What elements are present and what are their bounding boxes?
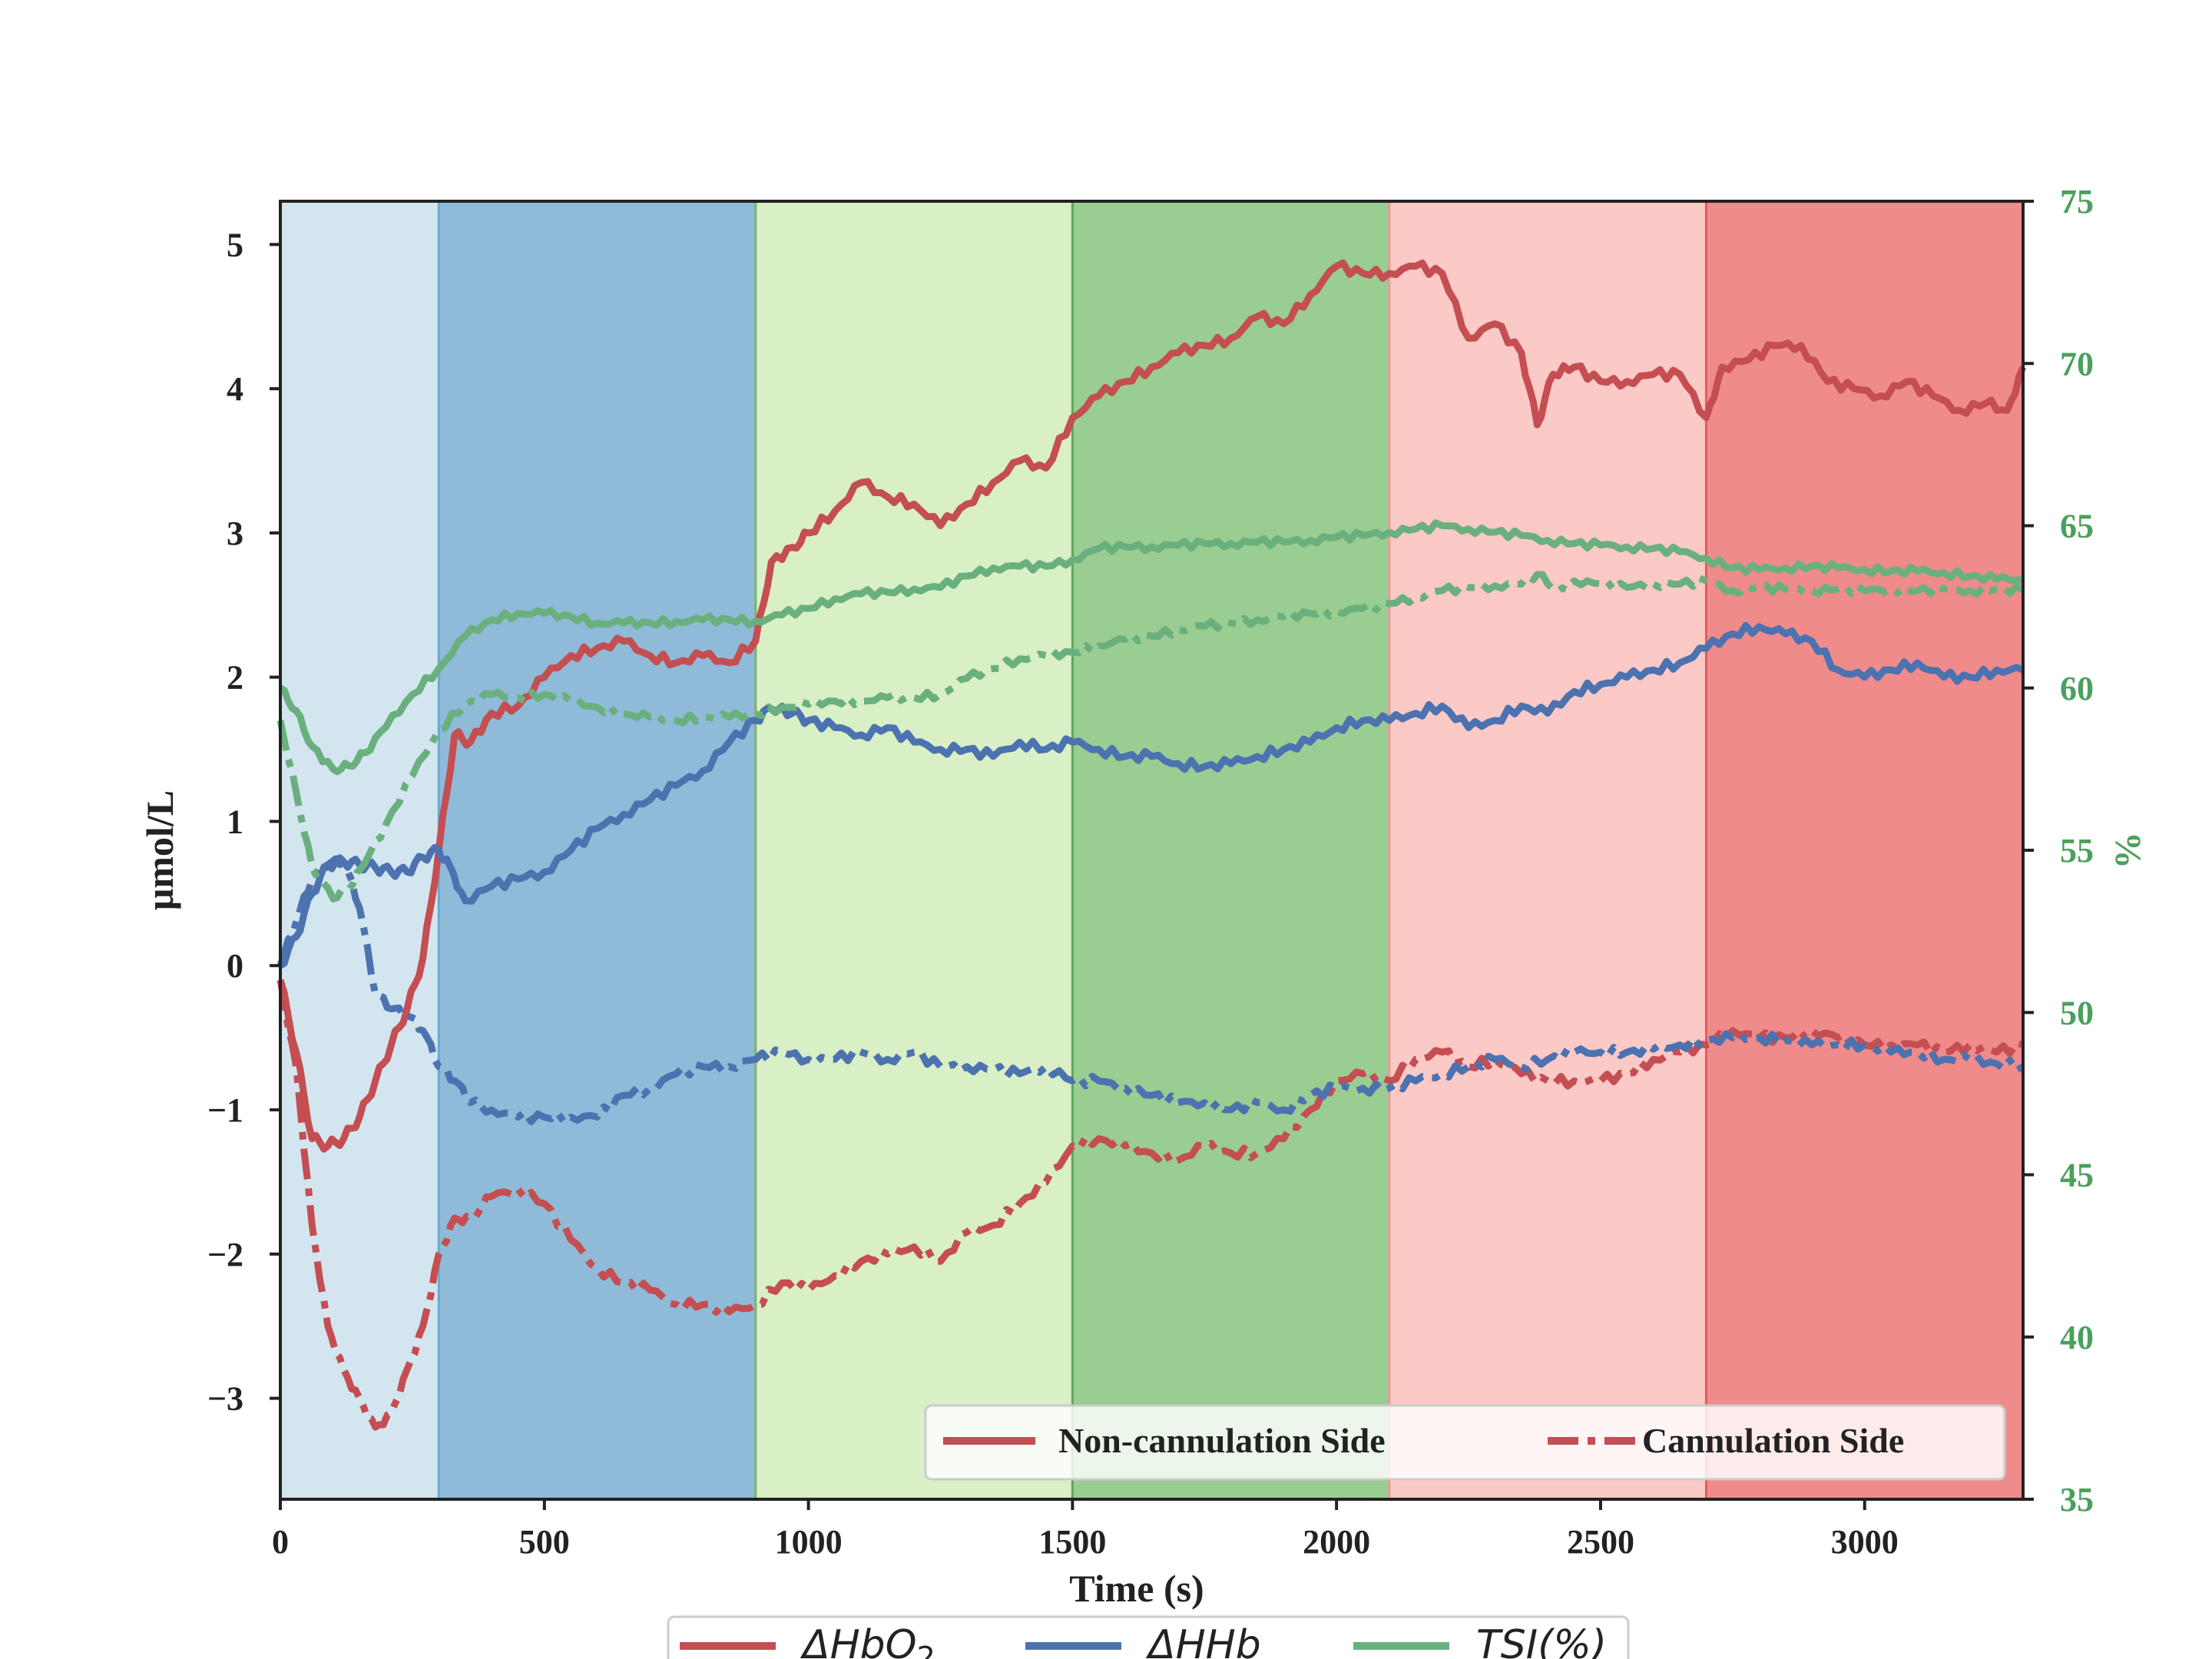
y-right-tick-label: 60 bbox=[2060, 670, 2094, 707]
y-right-tick-label: 75 bbox=[2060, 183, 2094, 220]
y-left-tick-label: −1 bbox=[207, 1091, 243, 1129]
y-left-tick-label: −2 bbox=[207, 1236, 243, 1273]
y-left-tick-label: 0 bbox=[227, 947, 243, 985]
y-left-tick-label: 3 bbox=[227, 515, 243, 552]
y-right-tick-label: 65 bbox=[2060, 508, 2094, 545]
legend-sides-box bbox=[924, 1404, 2006, 1481]
phase-band-4 bbox=[1072, 201, 1389, 1499]
tick-labels: 0 500 1000 1500 2000 2500 3000−3−2−10123453540… bbox=[207, 183, 2094, 1561]
x-tick-label: 0 bbox=[272, 1523, 289, 1561]
x-tick-label: 2000 bbox=[1303, 1523, 1370, 1561]
legend-sides-label: Cannulation Side bbox=[1642, 1421, 1904, 1460]
phase-band-6 bbox=[1706, 201, 2023, 1499]
legend-signals-label: ΔHHb bbox=[1145, 1622, 1261, 1659]
y-left-tick-label: 5 bbox=[227, 226, 243, 263]
x-tick-label: 3000 bbox=[1831, 1523, 1899, 1561]
y-left-tick-label: 4 bbox=[227, 370, 243, 408]
phase-band-2 bbox=[439, 201, 756, 1499]
x-axis-label: Time (s) bbox=[1069, 1567, 1204, 1610]
hhb-cannulation-line bbox=[276, 855, 2025, 1126]
phase-band-1 bbox=[280, 201, 439, 1499]
x-tick-label: 500 bbox=[519, 1523, 570, 1561]
y-right-tick-label: 35 bbox=[2060, 1481, 2094, 1518]
x-tick-label: 2500 bbox=[1567, 1523, 1634, 1561]
hbo-non-cannulation-line bbox=[276, 259, 2027, 1153]
legend-sides-label: Non-cannulation Side bbox=[1058, 1421, 1386, 1460]
x-tick-label: 1000 bbox=[775, 1523, 843, 1561]
legend-signals: ΔHbO2 ΔHHb TSI(%) bbox=[667, 1615, 1630, 1659]
y-right-tick-label: 40 bbox=[2060, 1319, 2094, 1356]
legend-sides: Non-cannulation Side Cannulation Side bbox=[924, 1404, 2006, 1481]
y-right-tick-label: 55 bbox=[2060, 832, 2094, 869]
y-axis-right-label: % bbox=[2108, 832, 2148, 869]
y-left-tick-label: 2 bbox=[227, 659, 243, 697]
y-axis-left-label: μmol/L bbox=[138, 790, 181, 910]
legend-signals-label: ΔHbO2 bbox=[800, 1622, 935, 1659]
y-right-tick-label: 50 bbox=[2060, 994, 2094, 1031]
tsi-non-cannulation-line bbox=[278, 519, 2024, 776]
hhb-non-cannulation-line bbox=[278, 621, 2025, 969]
y-left-tick-label: −3 bbox=[207, 1380, 243, 1418]
y-right-tick-label: 70 bbox=[2060, 345, 2094, 382]
series-lines bbox=[276, 259, 2027, 1431]
phase-band-5 bbox=[1389, 201, 1707, 1499]
y-right-tick-label: 45 bbox=[2060, 1157, 2094, 1194]
legend-signals-label: TSI(%) bbox=[1476, 1622, 1607, 1659]
tsi-cannulation-line bbox=[276, 571, 2025, 902]
phase-band-3 bbox=[755, 201, 1073, 1499]
y-left-tick-label: 1 bbox=[227, 803, 243, 840]
phase-bands bbox=[280, 201, 2023, 1499]
x-tick-label: 1500 bbox=[1038, 1523, 1106, 1561]
